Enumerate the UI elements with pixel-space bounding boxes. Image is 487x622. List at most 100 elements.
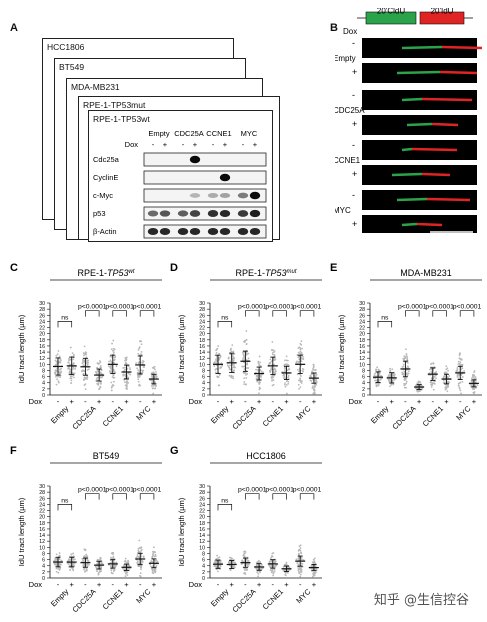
data-point bbox=[299, 575, 302, 578]
idu-fiber-track bbox=[421, 172, 451, 177]
data-point bbox=[285, 561, 288, 564]
data-point bbox=[287, 359, 289, 362]
data-point bbox=[299, 348, 302, 351]
data-point bbox=[97, 562, 100, 565]
data-point bbox=[81, 370, 83, 372]
data-point bbox=[96, 370, 99, 372]
data-point bbox=[407, 370, 410, 373]
data-point bbox=[258, 355, 261, 358]
data-point bbox=[55, 363, 58, 366]
y-tick-label: 0 bbox=[202, 576, 205, 582]
significance-bracket bbox=[299, 310, 315, 317]
data-point bbox=[110, 381, 113, 384]
data-point bbox=[73, 376, 75, 379]
data-point bbox=[135, 362, 138, 365]
data-point bbox=[230, 556, 232, 559]
data-point bbox=[213, 361, 215, 364]
data-point bbox=[215, 359, 217, 362]
significance-bracket bbox=[217, 321, 233, 328]
data-point bbox=[243, 383, 246, 386]
data-point bbox=[142, 361, 145, 364]
data-point bbox=[57, 571, 60, 574]
data-point bbox=[122, 374, 125, 377]
data-point bbox=[300, 562, 303, 565]
data-point bbox=[69, 562, 72, 565]
p-value-label: p<0.0001 bbox=[105, 304, 134, 311]
data-point bbox=[112, 374, 115, 377]
data-point bbox=[150, 385, 153, 387]
data-point bbox=[271, 377, 273, 380]
y-tick-label: 4 bbox=[202, 564, 205, 570]
dox-sign: - bbox=[112, 397, 115, 406]
data-point bbox=[270, 368, 272, 371]
blot-band bbox=[159, 210, 171, 217]
data-point bbox=[142, 556, 145, 558]
data-point bbox=[71, 352, 74, 355]
y-tick-label: 28 bbox=[199, 307, 205, 313]
y-tick-label: 12 bbox=[39, 539, 45, 545]
data-point bbox=[282, 373, 285, 376]
idu-fiber-track bbox=[416, 222, 443, 227]
data-point bbox=[403, 379, 406, 381]
data-point bbox=[109, 359, 112, 362]
data-point bbox=[298, 558, 300, 561]
y-axis-label: IdU tract length (µm) bbox=[177, 314, 186, 383]
data-point bbox=[216, 347, 219, 350]
data-point bbox=[272, 379, 275, 382]
data-point bbox=[113, 359, 116, 362]
y-tick-label: 16 bbox=[39, 527, 45, 533]
data-point bbox=[82, 379, 85, 382]
blot-band bbox=[237, 192, 249, 199]
blot-band bbox=[219, 192, 231, 199]
data-point bbox=[447, 386, 449, 388]
significance-bracket bbox=[139, 310, 155, 317]
data-point bbox=[273, 374, 275, 377]
blot-band bbox=[237, 227, 249, 236]
p-value-label: p<0.0001 bbox=[78, 304, 107, 311]
y-tick-label: 4 bbox=[362, 381, 365, 387]
data-point bbox=[126, 388, 129, 390]
data-point bbox=[457, 360, 460, 363]
data-point bbox=[458, 357, 461, 360]
data-point bbox=[285, 384, 288, 386]
blot-column-label: CDC25A bbox=[174, 129, 204, 138]
data-point bbox=[229, 360, 231, 363]
y-axis-label: IdU tract length (µm) bbox=[337, 314, 346, 383]
data-point bbox=[312, 571, 315, 574]
data-point bbox=[297, 563, 300, 566]
data-point bbox=[394, 378, 396, 380]
data-point bbox=[231, 344, 234, 347]
dox-sign: + bbox=[124, 580, 129, 589]
data-point bbox=[285, 563, 288, 566]
data-point bbox=[260, 376, 262, 379]
idu-fiber-track bbox=[421, 97, 473, 102]
p-value-label: ns bbox=[61, 497, 69, 504]
data-point bbox=[312, 392, 315, 395]
data-point bbox=[430, 370, 433, 373]
y-tick-label: 18 bbox=[39, 521, 45, 527]
data-point bbox=[418, 390, 421, 393]
data-point bbox=[122, 373, 125, 376]
data-point bbox=[99, 366, 102, 369]
idu-label: 20'IdU bbox=[431, 8, 454, 16]
data-point bbox=[299, 544, 302, 547]
data-point bbox=[228, 374, 231, 377]
data-point bbox=[121, 567, 124, 570]
blot-column-label: Empty bbox=[148, 129, 170, 138]
data-point bbox=[442, 379, 445, 382]
data-point bbox=[126, 380, 129, 383]
data-point bbox=[53, 559, 56, 562]
data-point bbox=[459, 361, 462, 364]
data-point bbox=[297, 360, 300, 363]
data-point bbox=[54, 369, 57, 372]
blot-row-label: c-Myc bbox=[93, 191, 113, 200]
data-point bbox=[312, 573, 315, 576]
data-point bbox=[86, 378, 89, 380]
blot-card-title: HCC1806 bbox=[47, 42, 85, 52]
data-point bbox=[299, 547, 302, 549]
data-point bbox=[313, 383, 316, 386]
data-point bbox=[143, 366, 146, 368]
watermark: 知乎 @生信控谷 bbox=[373, 593, 469, 608]
significance-bracket bbox=[245, 493, 260, 500]
data-point bbox=[271, 353, 274, 356]
